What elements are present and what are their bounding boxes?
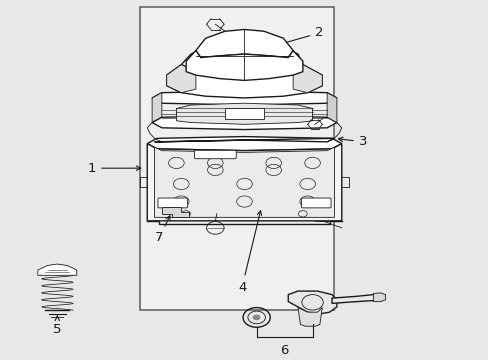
Text: 2: 2 (280, 27, 323, 45)
Text: 4: 4 (237, 211, 261, 293)
Text: 5: 5 (53, 323, 61, 336)
Polygon shape (331, 294, 380, 303)
FancyBboxPatch shape (194, 150, 236, 159)
Bar (140, 6, 334, 310)
Polygon shape (147, 136, 341, 150)
Polygon shape (326, 93, 336, 122)
Polygon shape (166, 64, 322, 98)
Polygon shape (147, 144, 341, 221)
Polygon shape (287, 291, 336, 314)
Circle shape (252, 315, 260, 320)
FancyBboxPatch shape (301, 198, 330, 208)
Text: 1: 1 (87, 162, 141, 175)
Polygon shape (181, 44, 302, 77)
FancyBboxPatch shape (158, 198, 187, 208)
Polygon shape (372, 293, 385, 302)
Polygon shape (162, 207, 188, 217)
Polygon shape (297, 307, 322, 326)
Polygon shape (152, 91, 336, 105)
Polygon shape (166, 64, 196, 93)
Text: 6: 6 (280, 344, 288, 357)
Polygon shape (196, 30, 292, 58)
Polygon shape (154, 147, 334, 217)
Polygon shape (224, 108, 264, 119)
Polygon shape (176, 103, 312, 124)
Polygon shape (186, 50, 302, 80)
Polygon shape (152, 93, 162, 122)
Text: 3: 3 (338, 135, 366, 148)
Text: 7: 7 (155, 216, 170, 244)
Polygon shape (38, 264, 77, 275)
Polygon shape (292, 64, 322, 93)
Polygon shape (152, 116, 336, 130)
